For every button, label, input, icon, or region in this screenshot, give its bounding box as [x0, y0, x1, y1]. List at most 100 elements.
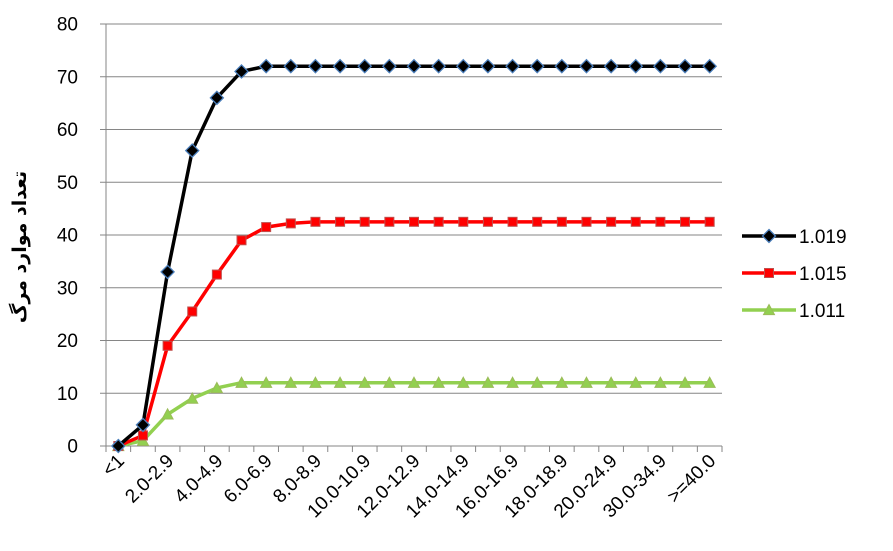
data-point — [333, 376, 347, 388]
data-point — [185, 391, 199, 404]
data-point — [381, 58, 397, 74]
data-point — [482, 216, 493, 227]
data-point — [210, 381, 224, 394]
data-point — [135, 417, 151, 433]
data-point — [507, 216, 518, 227]
data-point — [481, 376, 495, 388]
data-point — [629, 376, 643, 388]
data-point — [235, 376, 248, 388]
data-point — [409, 216, 419, 227]
data-point — [556, 216, 567, 227]
y-tick-label: 50 — [57, 173, 78, 194]
data-point — [384, 216, 395, 227]
y-axis-title: تعداد موارد مرگ — [8, 171, 31, 323]
data-point — [432, 376, 445, 388]
data-point — [677, 58, 693, 74]
data-point — [261, 222, 272, 233]
data-point — [655, 216, 666, 227]
data-point — [433, 216, 444, 227]
data-point — [529, 58, 545, 74]
series-1.011 — [111, 376, 717, 452]
data-point — [530, 376, 544, 388]
data-point — [308, 58, 323, 74]
data-point — [455, 58, 471, 74]
x-tick-label: <1 — [99, 451, 129, 481]
data-point — [604, 376, 618, 388]
series-line — [117, 380, 710, 448]
data-point — [359, 216, 370, 227]
legend-label: 1.015 — [799, 264, 847, 285]
data-point — [184, 143, 200, 159]
legend-item: 1.019 — [742, 227, 847, 248]
series-1.015 — [113, 216, 715, 451]
data-point — [110, 438, 126, 454]
data-point — [555, 376, 569, 388]
data-point — [406, 58, 422, 74]
data-point — [211, 269, 222, 280]
data-point — [678, 376, 692, 388]
data-point — [431, 58, 447, 74]
series-1.019 — [110, 58, 718, 454]
data-point — [160, 264, 176, 280]
y-tick-label: 60 — [57, 120, 78, 141]
data-point — [285, 218, 296, 229]
x-tick-label: 4.0-4.9 — [171, 451, 228, 508]
gridlines — [106, 23, 722, 394]
data-point — [456, 376, 470, 388]
data-point — [358, 376, 372, 388]
legend-label: 1.011 — [799, 301, 845, 322]
data-point — [283, 58, 299, 74]
data-point — [505, 58, 520, 74]
data-point — [357, 58, 373, 74]
data-point — [335, 216, 346, 227]
x-tick-label: 6.0-6.9 — [220, 451, 277, 508]
y-tick-label: 80 — [57, 15, 78, 36]
data-point — [506, 376, 519, 388]
data-point — [161, 407, 174, 420]
data-point — [309, 376, 322, 388]
data-point — [580, 376, 593, 388]
data-point — [704, 216, 715, 227]
data-point — [332, 58, 348, 74]
series-line — [117, 220, 710, 448]
data-point — [702, 58, 718, 74]
legend-label: 1.019 — [799, 227, 847, 248]
legend-item: 1.011 — [742, 301, 845, 322]
legend: 1.019 1.015 1.011 — [742, 227, 847, 322]
data-point — [209, 90, 225, 106]
legend-swatch-marker — [764, 268, 774, 278]
data-point — [259, 376, 273, 388]
data-point — [162, 340, 173, 351]
x-tick-label: >=40.0 — [664, 451, 721, 508]
y-tick-label: 70 — [57, 67, 78, 88]
data-point — [654, 376, 667, 388]
y-tick-label: 30 — [57, 278, 78, 299]
data-point — [383, 376, 396, 388]
data-point — [532, 216, 543, 227]
data-point — [258, 58, 274, 74]
data-point — [680, 216, 691, 227]
y-tick-label: 0 — [67, 437, 78, 458]
data-point — [606, 216, 617, 227]
legend-swatch-marker — [761, 228, 777, 244]
legend-swatch-marker — [762, 303, 776, 316]
data-point — [236, 235, 247, 246]
y-tick-label: 10 — [57, 384, 78, 405]
series-lines — [110, 58, 718, 454]
data-point — [284, 376, 298, 388]
data-point — [652, 58, 668, 74]
x-tick-labels: <12.0-2.94.0-4.96.0-6.98.0-8.910.0-10.91… — [99, 451, 721, 523]
data-point — [310, 216, 321, 227]
axes — [100, 23, 723, 452]
data-point — [554, 58, 570, 74]
data-point — [703, 376, 717, 388]
x-tick-label: 2.0-2.9 — [121, 451, 178, 508]
data-point — [407, 376, 421, 388]
data-point — [630, 216, 641, 227]
data-point — [234, 64, 249, 79]
y-tick-label: 40 — [57, 226, 78, 247]
data-point — [458, 216, 469, 227]
data-point — [603, 58, 619, 74]
data-point — [628, 58, 644, 74]
